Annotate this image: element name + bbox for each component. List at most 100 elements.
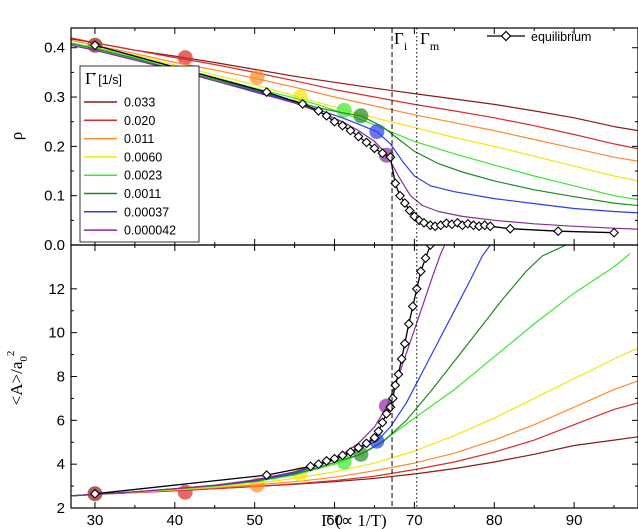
legend-label-2: 0.011 (124, 132, 154, 146)
top-series-rate-0-line (71, 38, 638, 132)
top-y-axis-label: ρ (7, 132, 26, 140)
top-series-rate-2-line (71, 39, 638, 162)
bottom-y-axis-label: <A>/a02 (5, 351, 30, 406)
bottom-equilibrium-point-9 (361, 438, 372, 449)
bottom-xtick-label-2: 50 (246, 512, 263, 529)
top-panel: 0.0 0.1 0.2 0.3 0.4 ρ Γi Γm equilibrium Γ̇ [… (7, 27, 638, 254)
bottom-equilibrium-point-0 (89, 488, 100, 499)
top-equilibrium-point-4 (321, 110, 332, 121)
top-equilibrium-point-5 (329, 116, 340, 127)
x-axis-label: Γ (∝ 1/T) (321, 511, 386, 529)
top-ytick-label-4: 0.4 (44, 40, 65, 57)
bottom-equilibrium-point-10 (369, 432, 380, 443)
bottom-series-rate-1-line (71, 402, 638, 497)
bottom-equilibrium-point-1 (261, 470, 272, 481)
legend-label-5: 0.0011 (124, 187, 161, 201)
top-highlight-dot-4 (336, 102, 352, 118)
legend-equilibrium-marker (500, 30, 512, 42)
legend-title: Γ̇ [1/s] (85, 69, 122, 88)
top-y-ticks: 0.0 0.1 0.2 0.3 0.4 (44, 40, 638, 254)
bottom-equilibrium-point-7 (345, 447, 356, 458)
top-equilibrium-point-32 (505, 223, 516, 234)
top-equilibrium-point-31 (485, 221, 496, 232)
bottom-xtick-label-0: 30 (87, 512, 104, 529)
bottom-series-rate-6-line (71, 245, 491, 497)
bottom-equilibrium-point-21 (407, 301, 418, 312)
bottom-xtick-label-1: 40 (166, 512, 183, 529)
top-series-rate-1-line (71, 37, 638, 150)
top-equilibrium-point-0 (89, 40, 100, 51)
bottom-equilibrium-point-4 (321, 455, 332, 466)
top-highlight-dot-5 (353, 108, 369, 124)
bottom-series-rate-5-line (71, 245, 567, 497)
bottom-panel: 2 4 6 8 10 12 30 40 50 60 70 80 90 <A>/a02 Γ (∝ 1/T… (5, 244, 638, 529)
top-ytick-label-1: 0.1 (44, 188, 65, 205)
bottom-vlines (391, 245, 418, 508)
gamma-i-label: Γi (394, 29, 408, 53)
bottom-equilibrium-point-2 (305, 461, 316, 472)
bottom-xtick-label-6: 90 (566, 512, 583, 529)
bottom-ytick-label-3: 8 (57, 369, 65, 386)
top-equilibrium-point-33 (553, 226, 564, 237)
bottom-equilibrium-point-13 (381, 408, 392, 419)
bottom-equilibrium-point-19 (399, 338, 410, 349)
top-equilibrium-point-3 (313, 105, 324, 116)
bottom-equilibrium-point-5 (329, 453, 340, 464)
top-equilibrium-point-28 (468, 220, 479, 231)
bottom-y-ticks: 2 4 6 8 10 12 (48, 281, 638, 517)
bottom-ytick-label-5: 12 (48, 281, 65, 298)
bottom-equilibrium-point-17 (393, 369, 404, 380)
bottom-equilibrium-point-15 (387, 393, 398, 404)
bottom-ytick-label-2: 6 (57, 412, 65, 429)
bottom-equilibrium-point-24 (420, 253, 431, 264)
legend-label-3: 0.0060 (124, 150, 162, 164)
top-equilibrium-point-15 (399, 198, 410, 209)
top-equilibrium-point-10 (369, 143, 380, 154)
bottom-equilibrium-point-23 (415, 266, 426, 277)
top-equilibrium-point-7 (345, 125, 356, 136)
top-equilibrium-point-9 (361, 137, 372, 148)
bottom-equilibrium-point-8 (353, 442, 364, 453)
top-vlines (391, 28, 418, 245)
bottom-series-equilibrium-line (94, 245, 432, 495)
gamma-m-label: Γm (420, 29, 440, 53)
legend-label-7: 0.000042 (124, 224, 176, 238)
top-highlight-dot-2 (249, 69, 265, 85)
bottom-xtick-label-4: 70 (406, 512, 423, 529)
top-equilibrium-point-8 (353, 131, 364, 142)
bottom-equilibrium-point-14 (385, 402, 396, 413)
bottom-equilibrium-point-18 (396, 353, 407, 364)
bottom-equilibrium-point-20 (403, 318, 414, 329)
legend-label-0: 0.033 (124, 96, 155, 110)
legend-equilibrium: equilibrium (487, 30, 591, 44)
bottom-equilibrium-point-11 (373, 426, 384, 437)
bottom-xtick-label-5: 80 (486, 512, 503, 529)
bottom-equilibrium-point-3 (313, 459, 324, 470)
top-equilibrium-point-34 (609, 227, 620, 238)
legend-label-4: 0.0023 (124, 169, 162, 183)
legend-label-1: 0.020 (124, 114, 155, 128)
bottom-x-ticks: 30 40 50 60 70 80 90 (87, 245, 615, 529)
top-equilibrium-point-1 (261, 87, 272, 98)
top-equilibrium-point-6 (337, 120, 348, 131)
legend-equilibrium-text: equilibrium (531, 30, 591, 44)
top-equilibrium-point-11 (377, 148, 388, 159)
legend-frame (79, 65, 200, 243)
legend-box: Γ̇ [1/s] 0.033 0.020 0.011 0.0060 0.0023 0.00… (79, 65, 200, 243)
top-ytick-label-2: 0.2 (44, 138, 65, 155)
top-highlight-dot-1 (177, 50, 193, 66)
bottom-ytick-label-1: 4 (57, 456, 65, 473)
top-ytick-label-3: 0.3 (44, 89, 65, 106)
bottom-equilibrium-point-6 (337, 450, 348, 461)
top-ytick-label-0: 0.0 (44, 237, 65, 254)
bottom-plot-frame (70, 244, 638, 509)
top-equilibrium-point-12 (385, 152, 396, 163)
top-equilibrium-point-2 (297, 98, 308, 109)
top-equilibrium-point-18 (414, 215, 425, 226)
top-equilibrium-point-14 (395, 190, 405, 201)
legend-label-6: 0.00037 (124, 205, 169, 219)
legend-entries: 0.033 0.020 0.011 0.0060 0.0023 0.0011 0.00037… (84, 96, 176, 238)
bottom-equilibrium-point-25 (425, 245, 436, 250)
bottom-ytick-label-0: 2 (57, 500, 65, 517)
